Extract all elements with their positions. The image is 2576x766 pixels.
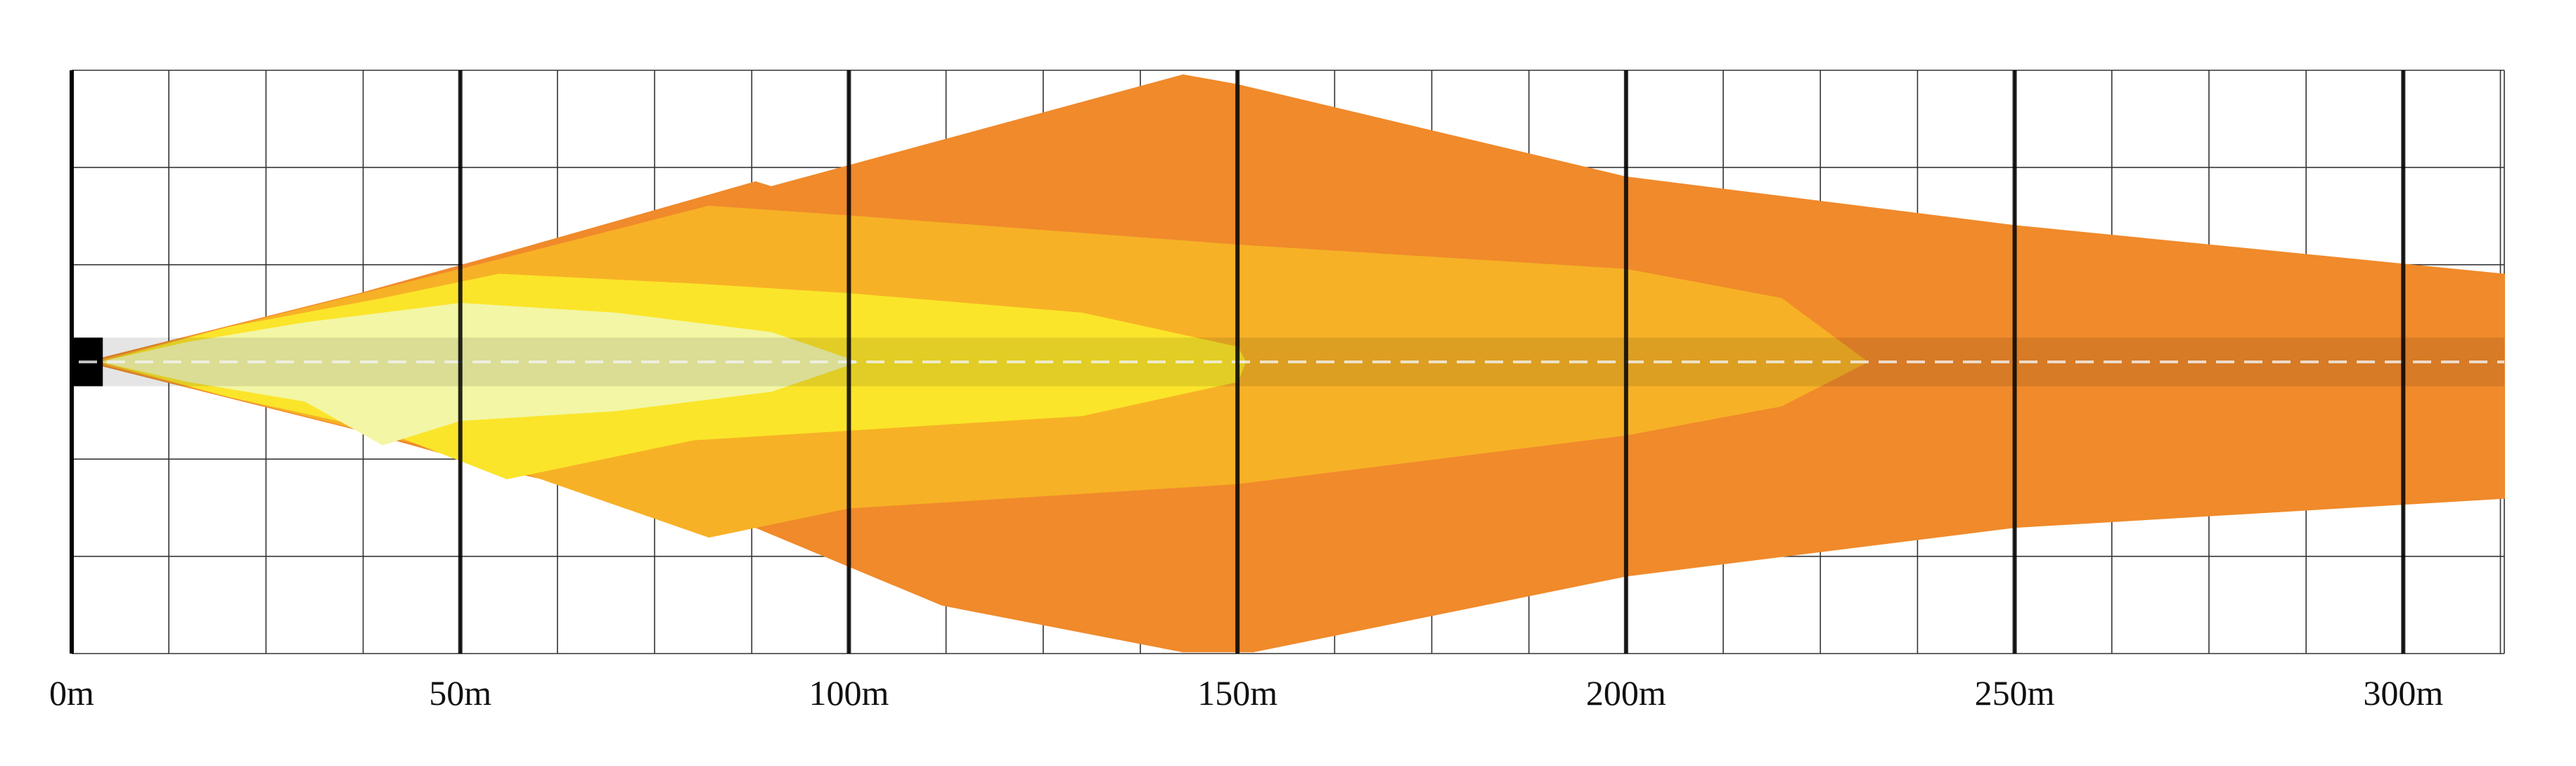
- x-tick-label: 300m: [2363, 673, 2443, 713]
- x-tick-label: 200m: [1586, 673, 1666, 713]
- x-tick-label: 0m: [49, 673, 94, 713]
- road-band: [72, 337, 2504, 387]
- x-tick-label: 250m: [1975, 673, 2055, 713]
- beam-areas: [86, 74, 2505, 653]
- x-tick-labels: 0m 50m 100m 150m 200m 250m 300m: [49, 673, 2443, 713]
- x-tick-label: 50m: [429, 673, 491, 713]
- major-grid: [70, 70, 2406, 654]
- beam-area-4: [102, 302, 859, 446]
- x-tick-label: 100m: [809, 673, 889, 713]
- x-tick-label: 150m: [1197, 673, 1277, 713]
